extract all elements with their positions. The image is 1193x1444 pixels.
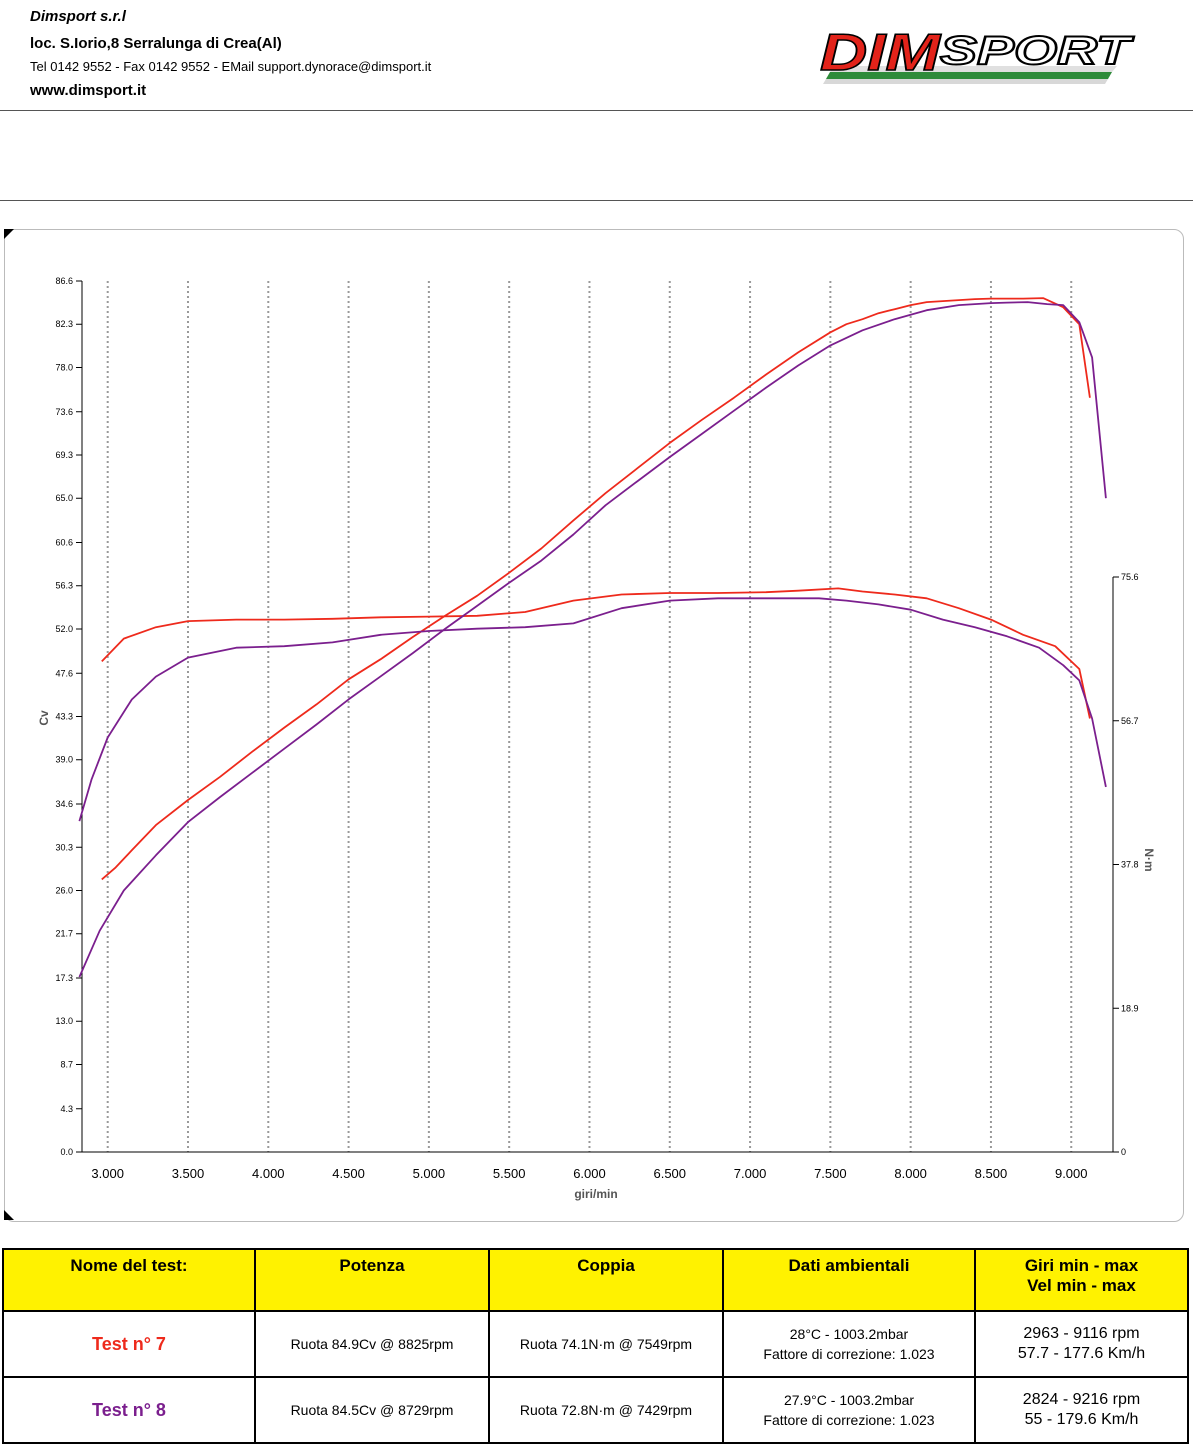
y-tick-label: 26.0 [55, 885, 73, 895]
correction-factor: Fattore di correzione: 1.023 [763, 1346, 935, 1362]
table-header-row: Nome del test: Potenza Coppia Dati ambie… [2, 1248, 1189, 1312]
company-address: loc. S.Iorio,8 Serralunga di Crea(Al) [30, 35, 282, 52]
test-name: Test n° 8 [2, 1376, 256, 1444]
y-tick-label: 43.3 [55, 712, 73, 722]
y-tick-label: 4.3 [60, 1104, 73, 1114]
y-tick-label: 34.6 [55, 799, 73, 809]
svg-text:SPORT: SPORT [940, 29, 1135, 73]
series-lines [78, 297, 1107, 978]
torque-cell: Ruota 72.8N·m @ 7429rpm [488, 1376, 724, 1444]
y-tick-label: 73.6 [55, 407, 73, 417]
y-tick-label: 69.3 [55, 450, 73, 460]
range-cell: 2824 - 9216 rpm 55 - 179.6 Km/h [974, 1376, 1189, 1444]
header-rpm-speed: Giri min - max Vel min - max [974, 1248, 1189, 1312]
header-power: Potenza [254, 1248, 490, 1312]
dimsport-logo: DIM SPORT [819, 23, 1136, 84]
series-line-test-n-7-power [101, 297, 1091, 881]
ambient-conditions: 27.9°C - 1003.2mbar [783, 1392, 915, 1408]
x-tick-label: 9.000 [1055, 1166, 1088, 1181]
company-website: www.dimsport.it [30, 82, 147, 99]
torque-cell: Ruota 74.1N·m @ 7549rpm [488, 1310, 724, 1378]
y-tick-label: 52.0 [55, 624, 73, 634]
y-tick-label: 30.3 [55, 842, 73, 852]
y-tick-label: 86.6 [55, 276, 73, 286]
header-test-name: Nome del test: [2, 1248, 256, 1312]
x-tick-label: 5.500 [493, 1166, 526, 1181]
y-tick-label: 60.6 [55, 538, 73, 548]
power-cell: Ruota 84.9Cv @ 8825rpm [254, 1310, 490, 1378]
rpm-range: 2963 - 9116 rpm [1023, 1325, 1140, 1342]
x-tick-label: 4.000 [252, 1166, 285, 1181]
company-name: Dimsport s.r.l [30, 8, 126, 25]
header-speed: Vel min - max [1027, 1276, 1136, 1295]
header-torque: Coppia [488, 1248, 724, 1312]
y2-tick-label: 37.8 [1121, 860, 1139, 870]
axes: 3.000 3.500 4.000 4.500 5.000 5.500 6.000 6.500… [55, 276, 1138, 1181]
series-line-test-n-7-torque [101, 587, 1091, 719]
y-tick-label: 8.7 [60, 1059, 73, 1069]
ambient-cell: 27.9°C - 1003.2mbar Fattore di correzion… [722, 1376, 976, 1444]
series-line-test-n-8-torque [78, 597, 1107, 822]
y-tick-label: 78.0 [55, 362, 73, 372]
y2-tick-label: 18.9 [1121, 1003, 1139, 1013]
panel-corner-mark [4, 1210, 14, 1220]
ambient-cell: 28°C - 1003.2mbar Fattore di correzione:… [722, 1310, 976, 1378]
x-tick-label: 4.500 [332, 1166, 365, 1181]
header-rule [0, 110, 1193, 111]
x-tick-label: 6.500 [653, 1166, 686, 1181]
correction-factor: Fattore di correzione: 1.023 [763, 1412, 935, 1428]
series-line-test-n-8-power [78, 301, 1107, 978]
y-tick-label: 0.0 [60, 1147, 73, 1157]
y2-tick-label: 75.6 [1121, 572, 1139, 582]
ambient-conditions: 28°C - 1003.2mbar [789, 1326, 909, 1342]
chart-panel [4, 229, 1184, 1222]
y-tick-label: 17.3 [55, 973, 73, 983]
panel-corner-mark [4, 229, 14, 239]
company-contacts: Tel 0142 9552 - Fax 0142 9552 - EMail su… [30, 59, 432, 74]
y-axis-label: Cv [37, 710, 51, 726]
range-cell: 2963 - 9116 rpm 57.7 - 177.6 Km/h [974, 1310, 1189, 1378]
section-rule [0, 200, 1193, 201]
y-tick-label: 21.7 [55, 929, 73, 939]
x-tick-label: 7.000 [734, 1166, 767, 1181]
svg-text:DIM: DIM [820, 24, 942, 82]
speed-range: 55 - 179.6 Km/h [1024, 1411, 1139, 1428]
y2-axis-label: N·m [1142, 848, 1156, 871]
y-tick-label: 13.0 [55, 1016, 73, 1026]
y-tick-label: 47.6 [55, 668, 73, 678]
x-tick-label: 6.000 [573, 1166, 606, 1181]
x-axis-label: giri/min [574, 1187, 617, 1201]
rpm-range: 2824 - 9216 rpm [1022, 1391, 1141, 1408]
header-ambient: Dati ambientali [722, 1248, 976, 1312]
speed-range: 57.7 - 177.6 Km/h [1017, 1345, 1146, 1362]
x-tick-label: 5.000 [413, 1166, 446, 1181]
grid-lines [106, 281, 1073, 1152]
y2-tick-label: 56.7 [1121, 716, 1139, 726]
dyno-chart: 3.000 3.500 4.000 4.500 5.000 5.500 6.000 6.500… [37, 276, 1156, 1201]
y2-tick-label: 0 [1121, 1147, 1126, 1157]
y-tick-label: 56.3 [55, 581, 73, 591]
table-row: Test n° 8 Ruota 84.5Cv @ 8729rpm Ruota 7… [2, 1376, 1189, 1444]
power-cell: Ruota 84.5Cv @ 8729rpm [254, 1376, 490, 1444]
y-tick-label: 82.3 [55, 319, 73, 329]
x-tick-label: 3.000 [91, 1166, 124, 1181]
results-table: Nome del test: Potenza Coppia Dati ambie… [2, 1248, 1189, 1444]
x-tick-label: 7.500 [814, 1166, 847, 1181]
y-tick-label: 65.0 [55, 493, 73, 503]
x-tick-label: 8.000 [894, 1166, 927, 1181]
table-row: Test n° 7 Ruota 84.9Cv @ 8825rpm Ruota 7… [2, 1310, 1189, 1378]
header-rpm: Giri min - max [1024, 1256, 1139, 1275]
x-tick-label: 8.500 [975, 1166, 1008, 1181]
x-tick-label: 3.500 [172, 1166, 205, 1181]
test-name: Test n° 7 [2, 1310, 256, 1378]
y-tick-label: 39.0 [55, 755, 73, 765]
